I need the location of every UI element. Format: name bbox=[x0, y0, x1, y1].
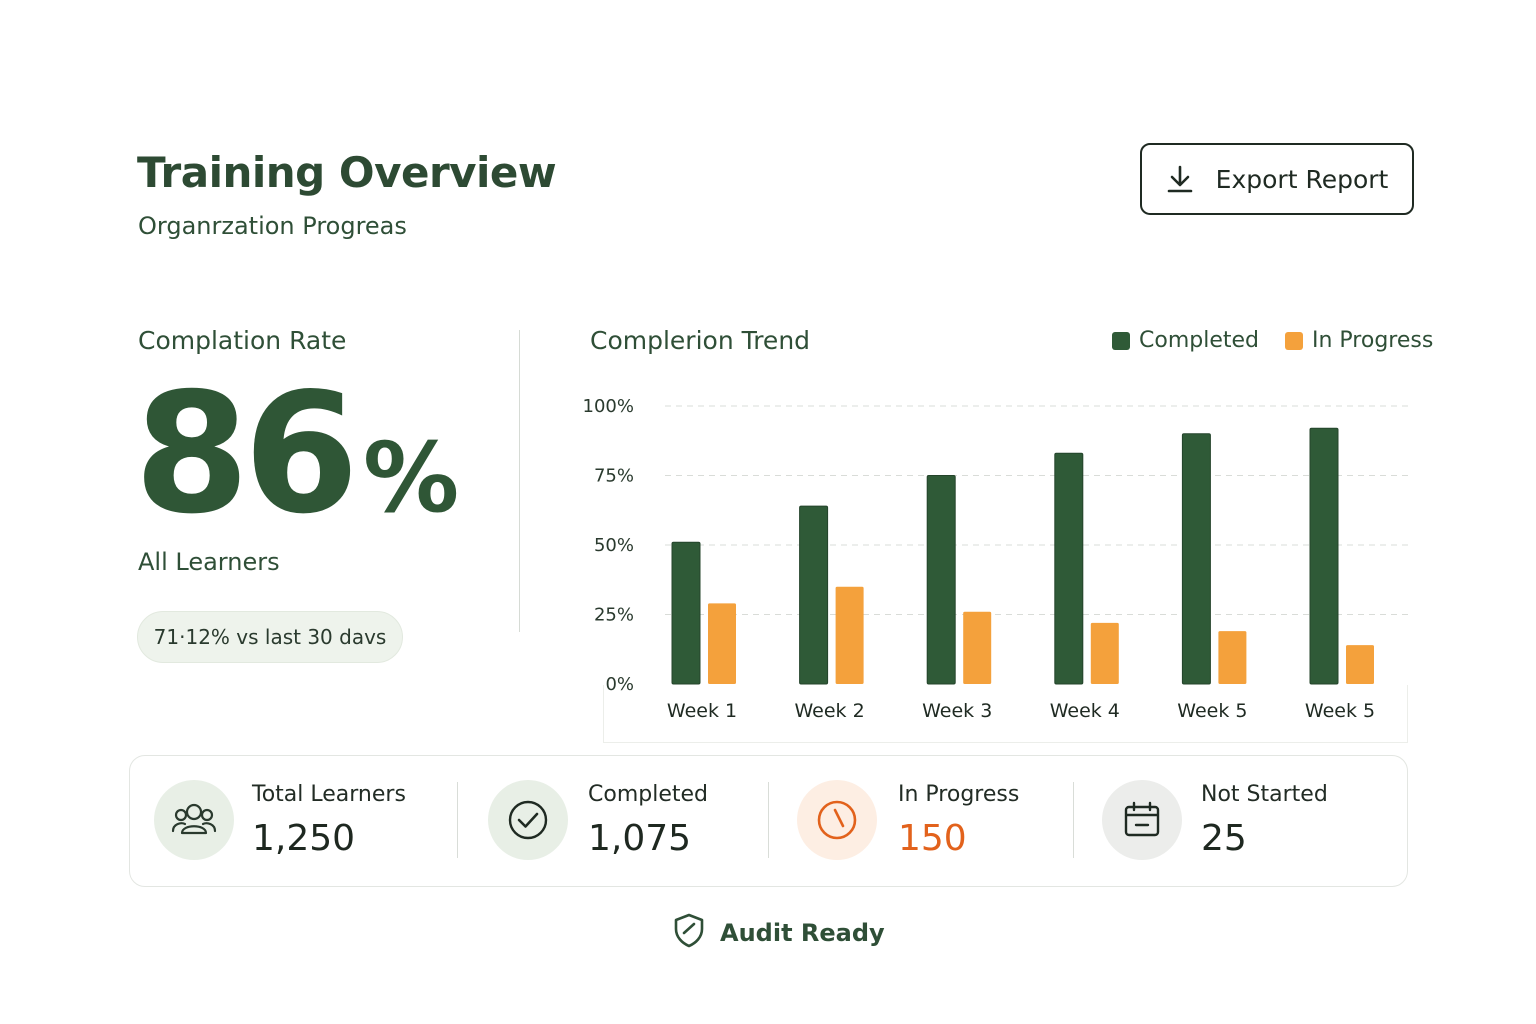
stat-value: 1,075 bbox=[588, 818, 692, 859]
export-report-label: Export Report bbox=[1215, 164, 1389, 194]
bar-completed bbox=[671, 541, 701, 685]
y-tick-label: 100% bbox=[583, 396, 634, 417]
completion-rate-unit: % bbox=[363, 422, 460, 534]
calendar-icon bbox=[1102, 780, 1182, 860]
shield-check-icon bbox=[672, 912, 706, 954]
stat-divider bbox=[768, 782, 769, 858]
bar-completed bbox=[1309, 427, 1339, 685]
bar-in-progress bbox=[1218, 631, 1247, 684]
bar-completed bbox=[926, 475, 956, 685]
legend-label-in-progress: In Progress bbox=[1312, 328, 1434, 353]
stat-total-learners: Total Learners 1,250 bbox=[130, 756, 460, 888]
page-subtitle: Organrzation Progreas bbox=[138, 212, 407, 240]
stat-value: 150 bbox=[898, 818, 967, 859]
bar-in-progress bbox=[1090, 622, 1119, 684]
bar-in-progress bbox=[708, 603, 736, 684]
completion-rate-title: Complation Rate bbox=[138, 326, 347, 355]
x-tick-label: Week 1 bbox=[667, 700, 737, 722]
stat-not-started: Not Started 25 bbox=[1075, 756, 1405, 888]
legend-item-completed: Completed bbox=[1112, 328, 1259, 353]
completion-rate-number: 86 bbox=[134, 358, 359, 551]
delta-badge: 71·12% vs last 30 davs bbox=[137, 611, 403, 663]
export-report-button[interactable]: Export Report bbox=[1140, 143, 1414, 215]
chart-axis-panel bbox=[603, 685, 1408, 743]
y-tick-label: 75% bbox=[594, 466, 634, 487]
completion-rate-value: 86 % bbox=[134, 372, 459, 538]
stat-divider bbox=[1073, 782, 1074, 858]
legend-item-in-progress: In Progress bbox=[1285, 328, 1433, 353]
legend-label-completed: Completed bbox=[1139, 328, 1259, 353]
stats-card: Total Learners 1,250 Completed 1,075 In … bbox=[129, 755, 1408, 887]
stat-completed: Completed 1,075 bbox=[460, 756, 770, 888]
x-tick-label: Week 2 bbox=[795, 700, 865, 722]
audit-ready-label: Audit Ready bbox=[720, 919, 885, 947]
x-tick-label: Week 4 bbox=[1050, 700, 1120, 722]
bar-in-progress bbox=[835, 586, 864, 684]
completion-rate-caption: All Learners bbox=[138, 548, 280, 576]
bar-in-progress bbox=[1346, 645, 1374, 684]
audit-ready-badge: Audit Ready bbox=[672, 912, 885, 954]
chart-legend: Completed In Progress bbox=[1112, 328, 1433, 353]
bar-completed bbox=[1054, 452, 1084, 685]
completion-trend-title: Complerion Trend bbox=[590, 326, 811, 355]
section-divider bbox=[519, 330, 520, 632]
legend-swatch-completed bbox=[1112, 331, 1130, 350]
y-tick-label: 50% bbox=[594, 535, 634, 556]
stat-in-progress: In Progress 150 bbox=[770, 756, 1075, 888]
page-title: Training Overview bbox=[137, 148, 557, 197]
x-tick-label: Week 3 bbox=[922, 700, 992, 722]
x-tick-label: Week 5 bbox=[1305, 700, 1375, 722]
users-icon bbox=[154, 780, 234, 860]
stat-value: 25 bbox=[1201, 818, 1247, 859]
stat-value: 1,250 bbox=[252, 818, 356, 859]
bar-in-progress bbox=[963, 611, 992, 684]
y-tick-label: 25% bbox=[594, 605, 634, 626]
legend-swatch-in-progress bbox=[1285, 331, 1303, 350]
stat-label: Total Learners bbox=[252, 782, 406, 807]
bar-completed bbox=[799, 505, 829, 685]
stat-label: Not Started bbox=[1201, 782, 1328, 807]
stat-label: In Progress bbox=[898, 782, 1020, 807]
stat-divider bbox=[457, 782, 458, 858]
y-tick-label: 0% bbox=[605, 674, 634, 695]
check-circle-icon bbox=[488, 780, 568, 860]
download-icon bbox=[1166, 164, 1194, 194]
stat-label: Completed bbox=[588, 782, 708, 807]
x-tick-label: Week 5 bbox=[1177, 700, 1247, 722]
bar-completed bbox=[1181, 433, 1211, 685]
clock-icon bbox=[797, 780, 877, 860]
